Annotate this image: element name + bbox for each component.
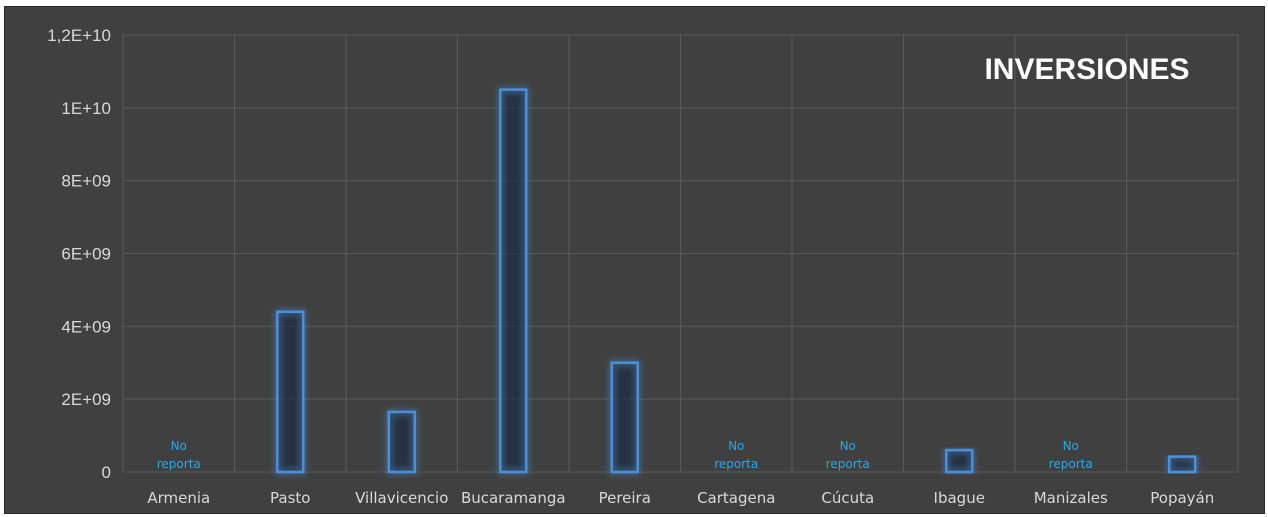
y-tick-label: 0 bbox=[102, 463, 111, 482]
y-tick-label: 8E+09 bbox=[61, 172, 111, 191]
x-category-label: Cartagena bbox=[697, 489, 775, 507]
x-axis-category-labels: Armenia Pasto Villavicencio Bucaramanga Pere… bbox=[147, 489, 1214, 507]
chart-frame: 0 2E+09 4E+09 6E+09 8E+09 1E+10 1,2E+10 Armeni… bbox=[4, 6, 1265, 514]
no-report-annotation: No reporta bbox=[826, 439, 870, 471]
no-report-annotation: No reporta bbox=[714, 439, 758, 471]
no-report-annotation: No reporta bbox=[157, 439, 201, 471]
y-tick-label: 4E+09 bbox=[61, 317, 111, 336]
x-category-label: Ibague bbox=[934, 489, 985, 507]
x-category-label: Armenia bbox=[147, 489, 210, 507]
x-category-label: Pereira bbox=[599, 489, 651, 507]
x-category-label: Bucaramanga bbox=[461, 489, 566, 507]
no-report-annotation: No reporta bbox=[1049, 439, 1093, 471]
annotations: No reporta No reporta No reporta No reporta bbox=[157, 439, 1093, 471]
bar-chart: 0 2E+09 4E+09 6E+09 8E+09 1E+10 1,2E+10 Armeni… bbox=[47, 26, 1239, 507]
bar-pereira bbox=[610, 361, 639, 474]
bar-ibague bbox=[945, 448, 974, 474]
y-tick-label: 1E+10 bbox=[61, 99, 111, 118]
x-category-label: Popayán bbox=[1150, 489, 1214, 507]
y-axis-tick-labels: 0 2E+09 4E+09 6E+09 8E+09 1E+10 1,2E+10 bbox=[47, 26, 111, 482]
bar-bucaramanga bbox=[499, 88, 528, 474]
bar-popayán bbox=[1168, 455, 1197, 474]
bars bbox=[276, 88, 1197, 474]
bar-pasto bbox=[276, 310, 305, 474]
chart-title: INVERSIONES bbox=[984, 53, 1189, 86]
x-category-label: Villavicencio bbox=[355, 489, 448, 507]
x-category-label: Cúcuta bbox=[821, 489, 874, 507]
x-category-label: Manizales bbox=[1034, 489, 1108, 507]
bar-villavicencio bbox=[387, 410, 416, 474]
y-tick-label: 6E+09 bbox=[61, 245, 111, 264]
x-category-label: Pasto bbox=[270, 489, 310, 507]
grid-lines bbox=[122, 34, 1239, 473]
y-tick-label: 2E+09 bbox=[61, 390, 111, 409]
y-tick-label: 1,2E+10 bbox=[47, 26, 111, 45]
